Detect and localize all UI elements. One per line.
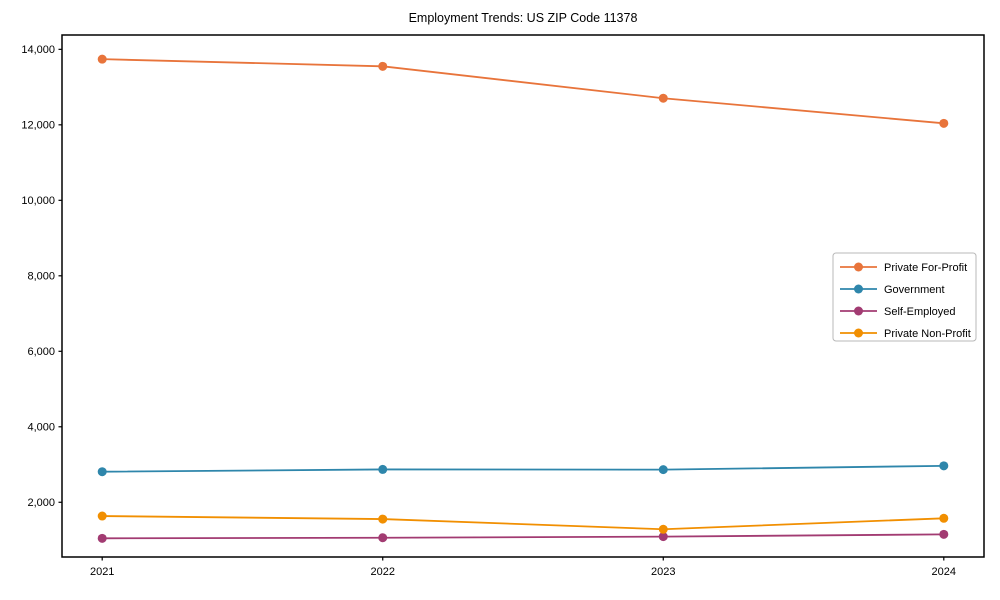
y-axis-tick-label: 12,000 <box>21 120 55 132</box>
series-line-self-employed <box>102 533 944 540</box>
data-point-marker <box>939 461 949 471</box>
data-point-marker <box>939 118 949 128</box>
data-point-marker <box>97 467 107 477</box>
legend-marker-sample <box>854 306 863 316</box>
data-point-marker <box>939 513 949 523</box>
x-axis-tick-label: 2024 <box>932 566 956 578</box>
data-point-marker <box>658 465 668 475</box>
legend-label: Government <box>884 284 945 296</box>
series-line-private-non-profit <box>102 515 944 531</box>
data-point-marker <box>378 464 388 474</box>
legend-box <box>832 252 977 342</box>
legend-label: Private For-Profit <box>884 262 967 274</box>
plot-border <box>61 34 985 558</box>
series-line-government <box>102 464 944 473</box>
legend-label: Private Non-Profit <box>884 328 971 340</box>
data-point-marker <box>658 93 668 103</box>
data-point-marker <box>97 511 107 521</box>
y-axis-tick-label: 6,000 <box>27 346 55 358</box>
legend-marker-sample <box>854 284 863 294</box>
data-point-marker <box>939 529 949 539</box>
y-axis-tick-label: 2,000 <box>27 497 55 509</box>
chart-title: Employment Trends: US ZIP Code 11378 <box>409 11 638 25</box>
y-axis-tick-label: 8,000 <box>27 271 55 283</box>
legend-marker-sample <box>854 262 863 272</box>
y-axis-tick-label: 10,000 <box>21 195 55 207</box>
data-point-marker <box>378 61 388 71</box>
data-point-marker <box>97 54 107 64</box>
data-point-marker <box>658 532 668 542</box>
y-axis-tick-label: 4,000 <box>27 422 55 434</box>
x-axis-tick-label: 2022 <box>370 566 394 578</box>
series-line-private-for-profit <box>102 58 944 125</box>
legend-marker-sample <box>854 328 863 338</box>
x-axis-tick-label: 2021 <box>90 566 114 578</box>
x-axis-tick-label: 2023 <box>651 566 675 578</box>
data-point-marker <box>378 533 388 543</box>
data-point-marker <box>378 514 388 524</box>
data-point-marker <box>658 524 668 534</box>
plot-area: 2,000 4,000 6,000 8,000 10,000 12,000 14,000 20… <box>21 34 985 578</box>
y-axis-tick-label: 14,000 <box>21 44 55 56</box>
data-point-marker <box>97 533 107 543</box>
legend-label: Self-Employed <box>884 306 956 318</box>
